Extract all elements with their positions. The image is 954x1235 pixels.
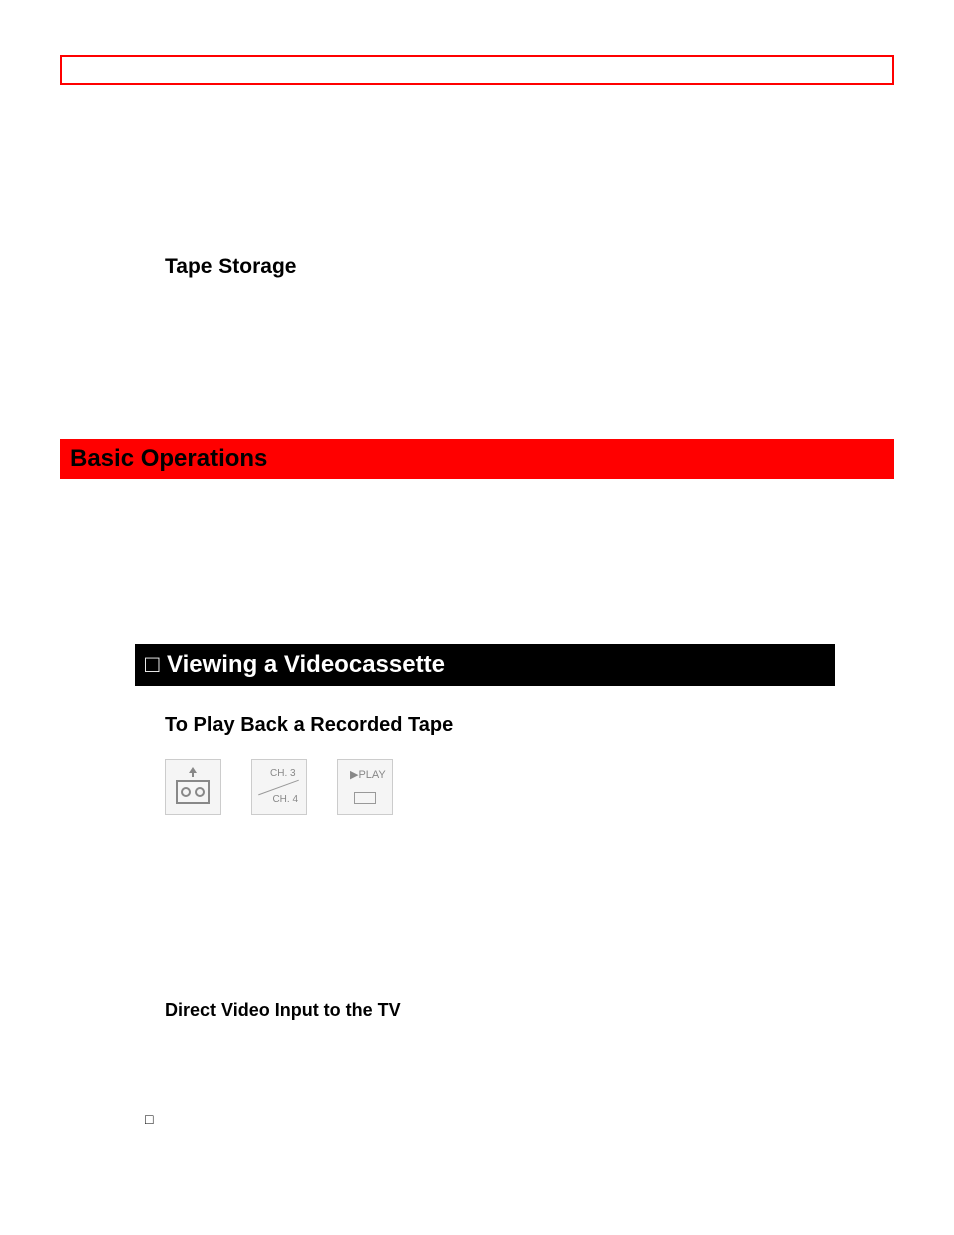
channel-divider-line (259, 780, 300, 796)
basic-operations-title: Basic Operations (70, 445, 267, 473)
viewing-videocassette-label: Viewing a Videocassette (167, 651, 445, 678)
cassette-insert-icon (165, 759, 221, 815)
instruction-icons-row: CH. 3 CH. 4 ▶PLAY (165, 759, 894, 815)
bullet-square-icon: □ (145, 651, 157, 663)
viewing-videocassette-title: □ Viewing a Videocassette (145, 651, 445, 679)
play-label: ▶PLAY (350, 768, 386, 781)
tape-storage-heading: Tape Storage (165, 255, 894, 279)
footer-marker: □ (145, 1111, 894, 1127)
direct-video-heading: Direct Video Input to the TV (165, 1000, 894, 1021)
page-container: Tape Storage Basic Operations □ Viewing a… (0, 0, 954, 1235)
top-red-bordered-box (60, 55, 894, 85)
basic-operations-section-bar: Basic Operations (60, 439, 894, 479)
play-button-rect (354, 792, 376, 804)
channel-3-label: CH. 3 (270, 768, 296, 780)
viewing-videocassette-section-bar: □ Viewing a Videocassette (135, 644, 835, 686)
play-button-icon: ▶PLAY (337, 759, 393, 815)
cassette-svg (169, 763, 217, 811)
channel-selector-icon: CH. 3 CH. 4 (251, 759, 307, 815)
play-back-heading: To Play Back a Recorded Tape (165, 714, 894, 737)
channel-4-label: CH. 4 (272, 794, 298, 806)
